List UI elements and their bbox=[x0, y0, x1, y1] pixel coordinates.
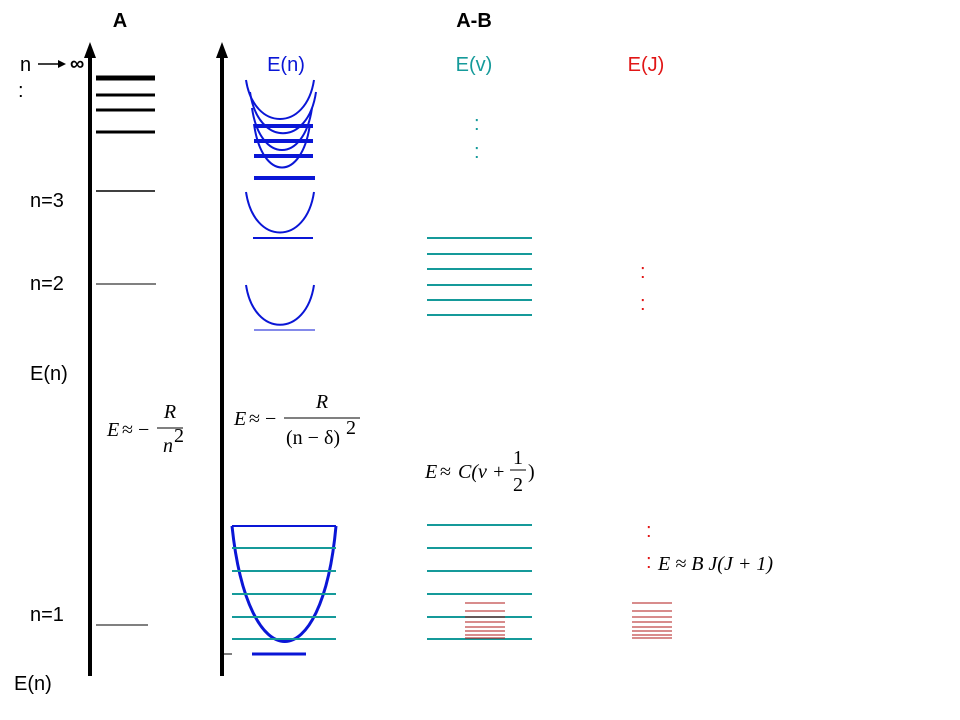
atom-axis-arrow-icon bbox=[84, 42, 96, 58]
svg-text:(n − δ): (n − δ) bbox=[286, 427, 340, 449]
rotational-ladders bbox=[465, 602, 672, 639]
rotational-column-label: E(J) bbox=[628, 54, 665, 76]
svg-text:C(v +: C(v + bbox=[458, 461, 505, 483]
rotational-ellipsis-upper: : bbox=[640, 261, 646, 283]
atom-header: A bbox=[113, 10, 127, 32]
potential-well-curve bbox=[253, 123, 311, 169]
svg-text:≈ −: ≈ − bbox=[122, 419, 149, 441]
colon-mark: : bbox=[18, 80, 24, 102]
level-label-n3: n=3 bbox=[30, 190, 64, 212]
svg-text:): ) bbox=[528, 461, 535, 483]
vibrational-ellipsis-top: : bbox=[474, 113, 480, 135]
level-label-n2: n=2 bbox=[30, 273, 64, 295]
vibrational-ellipsis-top: : bbox=[474, 141, 480, 163]
n-symbol: n bbox=[20, 54, 31, 76]
rotational-energy-formula: E ≈ B J(J + 1) bbox=[657, 553, 773, 575]
rotational-ellipsis-lower: : bbox=[646, 520, 652, 542]
rotational-ellipsis-upper: : bbox=[640, 293, 646, 315]
axis-label-mid: E(n) bbox=[30, 363, 68, 385]
svg-text:≈ −: ≈ − bbox=[249, 408, 276, 430]
electronic-potential-wells bbox=[230, 79, 338, 656]
level-label-n1: n=1 bbox=[30, 604, 64, 626]
svg-text:E: E bbox=[106, 419, 119, 441]
svg-text:2: 2 bbox=[174, 425, 184, 447]
vibrational-column-label: E(v) bbox=[456, 54, 493, 76]
potential-well-curve bbox=[245, 191, 315, 234]
svg-text:≈: ≈ bbox=[440, 461, 451, 483]
svg-text:2: 2 bbox=[513, 474, 523, 496]
atom-energy-formula: E ≈ − R n 2 bbox=[106, 401, 184, 457]
arrow-head-icon bbox=[58, 60, 66, 68]
electronic-column-label: E(n) bbox=[267, 54, 305, 76]
axis-label-bottom: E(n) bbox=[14, 673, 52, 695]
svg-text:E: E bbox=[424, 461, 437, 483]
electronic-energy-formula: E ≈ − R (n − δ) 2 bbox=[233, 391, 360, 449]
svg-text:2: 2 bbox=[346, 417, 356, 439]
vibrational-ladders bbox=[427, 237, 532, 640]
svg-text:1: 1 bbox=[513, 447, 523, 469]
svg-text:E: E bbox=[233, 408, 246, 430]
vibrational-energy-formula: E ≈ C(v + 1 2 ) bbox=[424, 447, 535, 496]
svg-text:R: R bbox=[315, 391, 328, 413]
molecule-axis-arrow-icon bbox=[216, 42, 228, 58]
svg-text:R: R bbox=[163, 401, 176, 423]
potential-well-curve bbox=[251, 107, 313, 151]
svg-text:n: n bbox=[163, 435, 173, 457]
rotational-ellipsis-lower: : bbox=[646, 551, 652, 573]
ground-potential-well bbox=[230, 525, 338, 643]
potential-well-curve bbox=[245, 284, 315, 326]
molecule-header: A-B bbox=[456, 10, 492, 32]
infinity-symbol: ∞ bbox=[70, 53, 84, 75]
